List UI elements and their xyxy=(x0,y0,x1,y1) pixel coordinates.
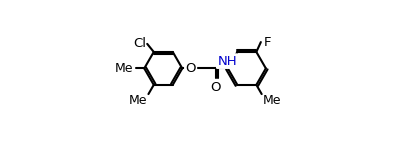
Text: Me: Me xyxy=(115,62,134,75)
Text: Cl: Cl xyxy=(134,37,146,50)
Text: F: F xyxy=(264,36,271,49)
Text: NH: NH xyxy=(217,55,237,68)
Text: Me: Me xyxy=(129,94,148,107)
Text: O: O xyxy=(185,62,196,75)
Text: O: O xyxy=(211,81,221,94)
Text: Me: Me xyxy=(263,94,282,107)
